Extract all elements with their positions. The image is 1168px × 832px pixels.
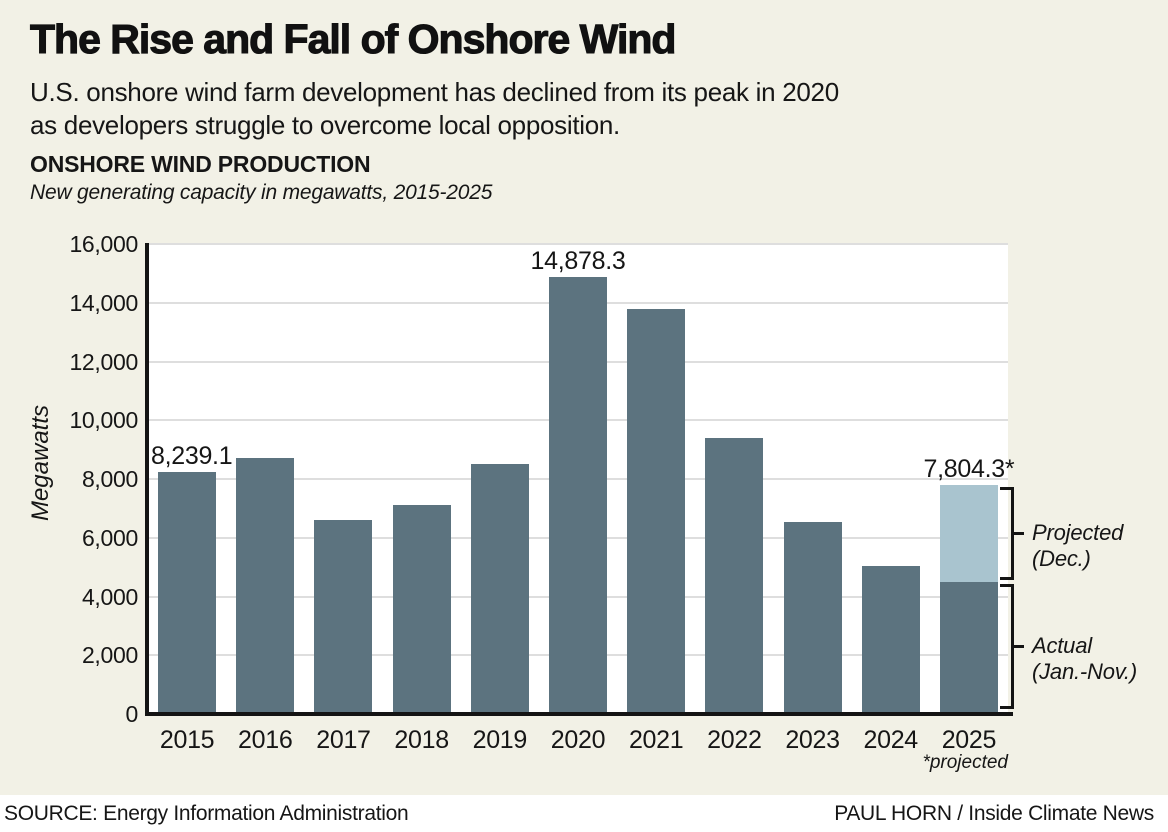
y-axis-ticks: 16,000 14,000 12,000 10,000 8,000 6,000 4,000 2…: [0, 232, 138, 726]
x-tick-label: 2015: [159, 726, 215, 754]
y-tick-label: 16,000: [69, 231, 138, 257]
bar-2016-actual: [236, 458, 295, 714]
bar-2022-actual: [705, 437, 764, 714]
bar-2020-actual: [549, 276, 607, 714]
y-tick-label: 4,000: [81, 583, 138, 610]
x-tick-label: 2022: [707, 726, 762, 754]
x-tick-label: 2020: [550, 726, 606, 754]
bar-2025-projected: [939, 484, 998, 582]
bar-2021-actual: [627, 308, 686, 714]
y-tick-label: 10,000: [69, 407, 138, 434]
bar-2023-actual: [783, 521, 842, 714]
bracket-arm-bottom: [1000, 576, 1011, 580]
annotation-label-line: Actual: [1032, 633, 1092, 659]
bracket-tick: [1014, 645, 1024, 649]
page-subtitle-line1: U.S. onshore wind farm development has d…: [30, 77, 839, 107]
annotation-bracket: [1011, 486, 1014, 580]
x-tick-label: 2018: [394, 726, 449, 754]
annotation-label: Actual (Jan.-Nov.): [1032, 633, 1137, 685]
bracket-tick: [1014, 532, 1024, 536]
bar-2025-actual: [939, 581, 998, 714]
chart-subtitle: New generating capacity in megawatts, 20…: [30, 181, 493, 204]
bracket-arm-top: [1000, 583, 1011, 587]
bracket-arm-top: [1000, 486, 1011, 490]
annotation-bracket: [1011, 583, 1014, 709]
x-tick-label: 2016: [238, 726, 293, 754]
bar-value-label: 8,239.1: [151, 441, 233, 470]
x-tick-label: 2025: [941, 726, 997, 754]
chart-title: ONSHORE WIND PRODUCTION: [30, 151, 371, 177]
bar-value-label: 7,804.3*: [923, 454, 1015, 483]
gridline-16000: [148, 243, 1008, 245]
y-tick-label: 8,000: [81, 466, 138, 492]
x-tick-label: 2019: [472, 726, 528, 754]
y-tick-label: 6,000: [81, 524, 138, 551]
annotation-label-line: (Dec.): [1032, 546, 1091, 572]
bar-2018-actual: [392, 505, 451, 714]
bar-2015-actual: [158, 471, 217, 714]
bar-value-label: 14,878.3: [530, 246, 626, 275]
annotation-label-line: (Jan.-Nov.): [1032, 659, 1137, 685]
y-tick-label: 14,000: [69, 289, 138, 316]
y-tick-label: 2,000: [81, 642, 138, 669]
projected-footnote: *projected: [922, 752, 1008, 773]
page-subtitle: U.S. onshore wind farm development has d…: [30, 76, 839, 142]
x-axis-line: [145, 712, 1013, 716]
bracket-arm-bottom: [1000, 706, 1011, 709]
y-tick-label: 12,000: [69, 348, 138, 375]
page-subtitle-line2: as developers struggle to overcome local…: [30, 109, 620, 140]
plot-area: [148, 243, 1008, 714]
bar-2024-actual: [861, 565, 920, 714]
annotation-label-line: Projected: [1032, 520, 1124, 546]
footer-bar: SOURCE: Energy Information Administratio…: [0, 795, 1168, 832]
annotation-label: Projected (Dec.): [1032, 520, 1123, 572]
bar-2019-actual: [470, 464, 529, 714]
author-credit: PAUL HORN / Inside Climate News: [834, 801, 1154, 825]
source-credit: SOURCE: Energy Information Administratio…: [4, 801, 409, 825]
y-axis-line: [145, 243, 149, 716]
bar-2017-actual: [314, 520, 373, 714]
x-tick-label: 2024: [863, 726, 919, 754]
y-tick-label: 0: [125, 701, 139, 727]
x-tick-label: 2021: [628, 726, 684, 754]
x-tick-label: 2017: [316, 726, 371, 754]
x-tick-label: 2023: [785, 726, 840, 754]
page-title: The Rise and Fall of Onshore Wind: [29, 15, 677, 62]
